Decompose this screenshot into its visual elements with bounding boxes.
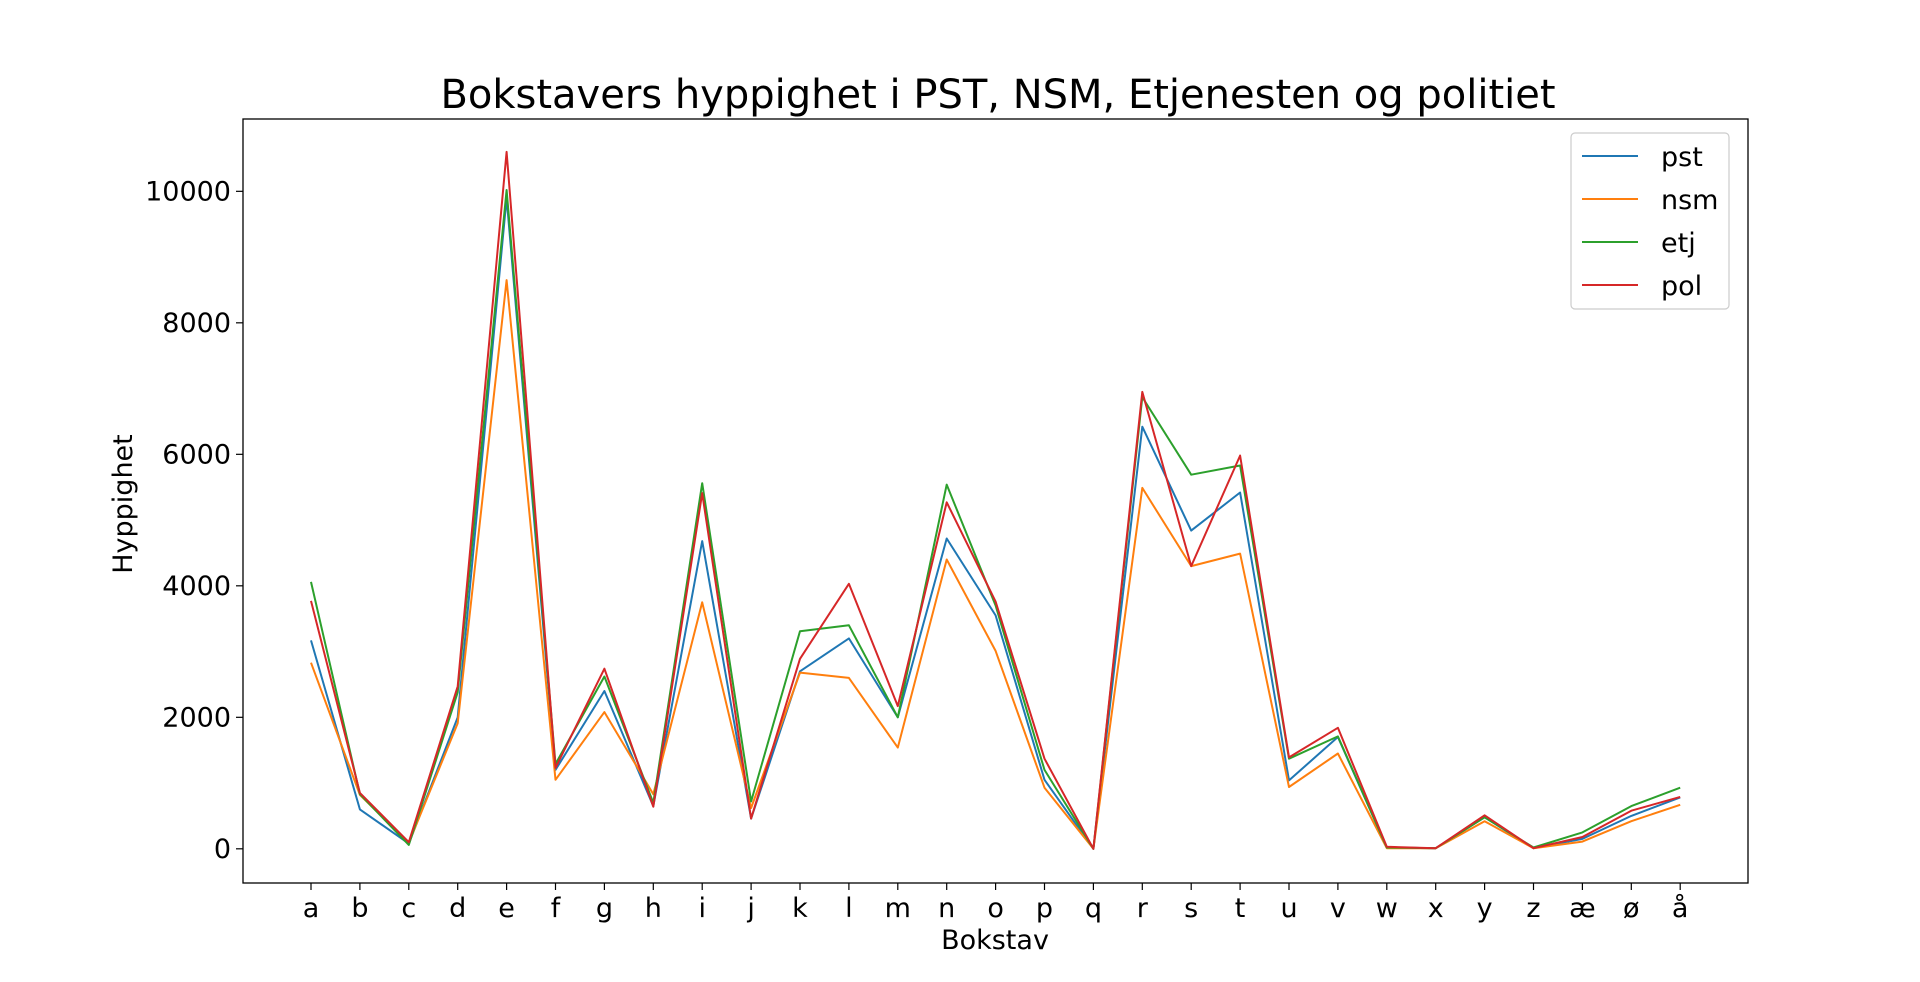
x-tick-label: m — [885, 893, 911, 924]
chart-title: Bokstavers hyppighet i PST, NSM, Etjenes… — [440, 72, 1555, 118]
legend: pst nsm etj pol — [1570, 132, 1730, 310]
legend-label-nsm: nsm — [1661, 185, 1718, 216]
x-tick-label: v — [1330, 893, 1346, 924]
axis-ticks: a b c d e f g h i j k l m n o p q r s t u v w x y z æ ø å 0 2000 4000 60… — [145, 176, 1688, 924]
x-tick-label: x — [1428, 893, 1444, 924]
y-tick-label: 6000 — [162, 439, 231, 470]
y-axis-label: Hyppighet — [108, 434, 139, 574]
x-axis-label: Bokstav — [941, 925, 1049, 956]
x-tick-label: l — [845, 893, 853, 924]
x-tick-label: a — [303, 893, 320, 924]
series-line-pol — [310, 150, 1681, 850]
legend-label-etj: etj — [1661, 228, 1696, 259]
x-tick-label: g — [596, 893, 613, 924]
x-tick-label: d — [449, 893, 466, 924]
x-tick-label: æ — [1569, 893, 1596, 924]
x-tick-label: c — [401, 893, 416, 924]
x-tick-label: k — [792, 893, 808, 924]
x-tick-label: z — [1526, 893, 1540, 924]
legend-label-pst: pst — [1661, 142, 1703, 173]
x-tick-label: q — [1085, 893, 1102, 924]
x-tick-label: i — [698, 893, 706, 924]
legend-label-pol: pol — [1661, 271, 1702, 302]
x-tick-label: b — [351, 893, 368, 924]
x-tick-label: h — [645, 893, 662, 924]
y-tick-label: 10000 — [145, 176, 231, 207]
x-tick-label: n — [938, 893, 955, 924]
y-tick-label: 8000 — [162, 308, 231, 339]
series-line-etj — [310, 189, 1681, 850]
y-tick-label: 4000 — [162, 571, 231, 602]
series-lines — [310, 150, 1681, 850]
y-tick-label: 2000 — [162, 702, 231, 733]
x-tick-label: p — [1036, 893, 1053, 924]
x-tick-label: j — [746, 893, 755, 924]
series-line-nsm — [310, 279, 1681, 850]
x-tick-label: å — [1672, 893, 1689, 924]
x-tick-label: r — [1137, 893, 1149, 924]
x-tick-label: w — [1376, 893, 1398, 924]
x-tick-label: y — [1477, 893, 1493, 924]
x-tick-label: ø — [1623, 893, 1640, 924]
x-tick-label: e — [498, 893, 515, 924]
x-tick-label: s — [1184, 893, 1198, 924]
legend-box — [1570, 132, 1730, 310]
x-tick-label: t — [1235, 893, 1246, 924]
y-tick-label: 0 — [214, 834, 231, 865]
plot-area — [242, 118, 1749, 884]
x-tick-label: f — [551, 893, 562, 924]
x-tick-label: u — [1280, 893, 1297, 924]
x-tick-label: o — [987, 893, 1004, 924]
